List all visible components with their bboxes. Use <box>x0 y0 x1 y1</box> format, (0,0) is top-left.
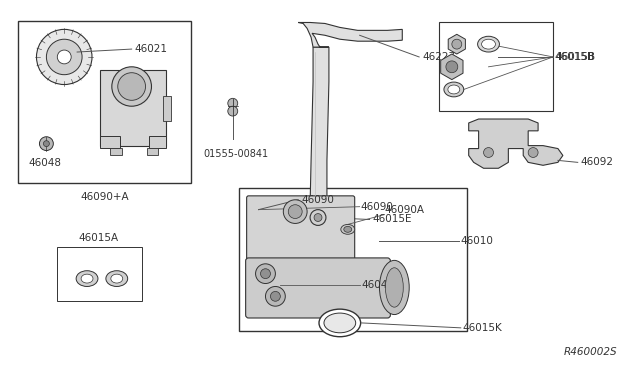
Text: 46092: 46092 <box>580 157 614 167</box>
Bar <box>147 148 159 155</box>
Text: 46048: 46048 <box>29 158 61 169</box>
Ellipse shape <box>341 224 355 234</box>
Ellipse shape <box>344 227 352 232</box>
Circle shape <box>288 205 302 218</box>
Ellipse shape <box>385 268 403 307</box>
Ellipse shape <box>324 313 356 333</box>
Circle shape <box>58 50 71 64</box>
Polygon shape <box>310 47 329 218</box>
Ellipse shape <box>380 260 409 315</box>
Text: 46010: 46010 <box>461 236 493 246</box>
Text: 46015B: 46015B <box>554 52 594 62</box>
Circle shape <box>255 264 275 283</box>
Circle shape <box>260 269 271 279</box>
Text: R460002S: R460002S <box>564 347 618 357</box>
Ellipse shape <box>111 274 123 283</box>
Circle shape <box>112 67 152 106</box>
Polygon shape <box>298 22 403 47</box>
Circle shape <box>271 291 280 301</box>
Circle shape <box>228 98 237 108</box>
Circle shape <box>446 61 458 73</box>
Circle shape <box>452 39 461 49</box>
Circle shape <box>266 286 285 306</box>
Circle shape <box>284 200 307 224</box>
Circle shape <box>484 148 493 157</box>
Ellipse shape <box>319 309 361 337</box>
Text: 46090: 46090 <box>301 195 334 205</box>
Bar <box>100 136 120 148</box>
Text: 01555-00841: 01555-00841 <box>203 148 268 158</box>
Text: 46015A: 46015A <box>79 233 119 243</box>
Polygon shape <box>448 34 465 54</box>
Circle shape <box>314 214 322 221</box>
Text: 46015B: 46015B <box>556 52 596 62</box>
Circle shape <box>44 141 49 147</box>
Text: 46021: 46021 <box>134 44 168 54</box>
Bar <box>239 188 467 331</box>
Text: 46015K: 46015K <box>463 323 502 333</box>
Bar <box>110 148 122 155</box>
Ellipse shape <box>106 271 128 286</box>
Circle shape <box>528 148 538 157</box>
Text: 46015E: 46015E <box>372 215 412 224</box>
Bar <box>163 96 172 121</box>
Circle shape <box>118 73 145 100</box>
Ellipse shape <box>81 274 93 283</box>
Ellipse shape <box>477 36 499 52</box>
Circle shape <box>36 29 92 84</box>
Text: 46090A: 46090A <box>385 205 424 215</box>
Text: 46090+A: 46090+A <box>81 192 129 202</box>
Circle shape <box>46 39 82 75</box>
Bar <box>18 20 191 183</box>
Bar <box>150 136 166 148</box>
Ellipse shape <box>76 271 98 286</box>
Circle shape <box>310 210 326 225</box>
Text: 46090: 46090 <box>361 202 394 212</box>
Polygon shape <box>100 70 166 145</box>
FancyBboxPatch shape <box>246 196 355 261</box>
Polygon shape <box>468 119 563 168</box>
Polygon shape <box>441 54 463 80</box>
Text: 46227: 46227 <box>422 52 455 62</box>
Bar <box>58 247 141 301</box>
Bar <box>439 22 553 111</box>
Ellipse shape <box>448 85 460 94</box>
Ellipse shape <box>481 39 495 49</box>
Text: 46045: 46045 <box>362 279 395 289</box>
FancyBboxPatch shape <box>246 258 390 318</box>
Circle shape <box>228 106 237 116</box>
Ellipse shape <box>444 82 464 97</box>
Circle shape <box>40 137 53 151</box>
